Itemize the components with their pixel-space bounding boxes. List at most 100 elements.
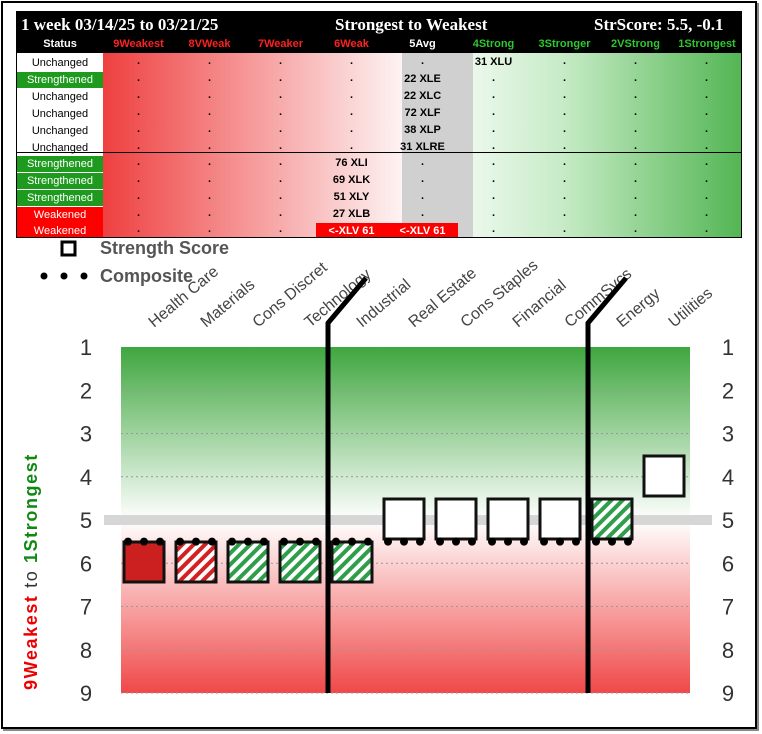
composite-dot (504, 537, 512, 546)
empty-dot: . (704, 55, 709, 67)
empty-dot: . (207, 72, 212, 84)
composite-dot (540, 537, 548, 546)
empty-dot: . (278, 190, 283, 202)
empty-dot: . (491, 207, 496, 219)
empty-dot: . (136, 173, 141, 185)
table-separator (17, 152, 741, 153)
composite-dot (520, 537, 528, 546)
empty-dot: . (207, 89, 212, 101)
strength-box (590, 497, 634, 541)
value-cell: 22 XLE (404, 73, 441, 85)
empty-dot: . (633, 223, 638, 235)
empty-dot: . (349, 106, 354, 118)
empty-dot: . (633, 207, 638, 219)
y-tick-right: 1 (722, 335, 734, 360)
value-cell: 31 XLRE (400, 141, 445, 153)
composite-dot (608, 537, 616, 546)
empty-dot: . (207, 173, 212, 185)
empty-dot: . (278, 123, 283, 135)
empty-dot: . (420, 190, 425, 202)
empty-dot: . (278, 106, 283, 118)
empty-dot: . (633, 156, 638, 168)
empty-dot: . (278, 173, 283, 185)
y-tick-right: 8 (722, 638, 734, 663)
col-8vweak: 8VWeak (188, 38, 231, 50)
status-cell: Strengthened (17, 173, 103, 189)
value-cell: 76 XLI (335, 157, 368, 169)
strength-table: 1 week 03/14/25 to 03/21/25 Strongest to… (16, 11, 742, 238)
empty-dot: . (704, 156, 709, 168)
value-cell: 31 XLU (474, 56, 513, 68)
empty-dot: . (420, 207, 425, 219)
empty-dot: . (491, 190, 496, 202)
empty-dot: . (349, 72, 354, 84)
empty-dot: . (633, 123, 638, 135)
composite-dot (296, 537, 304, 546)
empty-dot: . (136, 207, 141, 219)
y-tick-left: 9 (80, 681, 92, 706)
strscore-label: StrScore: 5.5, -0.1 (594, 15, 724, 34)
empty-dot: . (136, 190, 141, 202)
y-tick-left: 8 (80, 638, 92, 663)
empty-dot: . (136, 140, 141, 152)
table-header: 1 week 03/14/25 to 03/21/25 Strongest to… (17, 12, 741, 37)
col-6weak: 6Weak (334, 38, 369, 50)
empty-dot: . (491, 140, 496, 152)
empty-dot: . (207, 156, 212, 168)
composite-dot (452, 537, 460, 546)
empty-dot: . (420, 55, 425, 67)
status-cell: Strengthened (17, 156, 103, 172)
empty-dot: . (562, 123, 567, 135)
empty-dot: . (349, 55, 354, 67)
y-axis-strong: 1Strongest (21, 453, 41, 564)
status-cell: Unchanged (17, 106, 103, 122)
empty-dot: . (420, 173, 425, 185)
empty-dot: . (278, 223, 283, 235)
composite-dot (140, 537, 148, 546)
strength-box (226, 540, 270, 584)
status-cell: Weakened (17, 223, 103, 237)
col-1strongest: 1Strongest (678, 38, 736, 50)
empty-dot: . (207, 207, 212, 219)
col-3stronger: 3Stronger (538, 38, 591, 50)
table-title: Strongest to Weakest (335, 15, 488, 34)
composite-dot (228, 537, 236, 546)
strength-box (330, 540, 374, 584)
empty-dot: . (704, 207, 709, 219)
empty-dot: . (278, 140, 283, 152)
composite-dot (192, 537, 200, 546)
composite-dot (208, 537, 216, 546)
legend-strength-score: Strength Score (100, 238, 230, 258)
empty-dot: . (562, 72, 567, 84)
group-separator (325, 276, 368, 693)
empty-dot: . (207, 190, 212, 202)
empty-dot: . (562, 140, 567, 152)
empty-dot: . (562, 223, 567, 235)
empty-dot: . (491, 173, 496, 185)
status-cell: Unchanged (17, 123, 103, 139)
empty-dot: . (704, 190, 709, 202)
strength-box (434, 497, 478, 541)
avg-column-shade (402, 53, 473, 237)
strong-zone (121, 347, 690, 520)
composite-dot (488, 537, 496, 546)
empty-dot: . (704, 223, 709, 235)
empty-dot: . (704, 106, 709, 118)
category-label: Utilities (666, 285, 716, 331)
composite-dot (436, 537, 444, 546)
empty-dot: . (136, 89, 141, 101)
col-2vstrong: 2VStrong (611, 38, 660, 50)
value-cell: 27 XLB (332, 208, 371, 220)
composite-dot (332, 537, 340, 546)
strength-box (174, 540, 218, 584)
empty-dot: . (704, 89, 709, 101)
empty-dot: . (278, 55, 283, 67)
value-cell: 38 XLP (404, 124, 441, 136)
empty-dot: . (349, 140, 354, 152)
composite-dot (280, 537, 288, 546)
col-status: Status (43, 38, 77, 50)
y-tick-left: 4 (80, 465, 92, 490)
empty-dot: . (562, 55, 567, 67)
